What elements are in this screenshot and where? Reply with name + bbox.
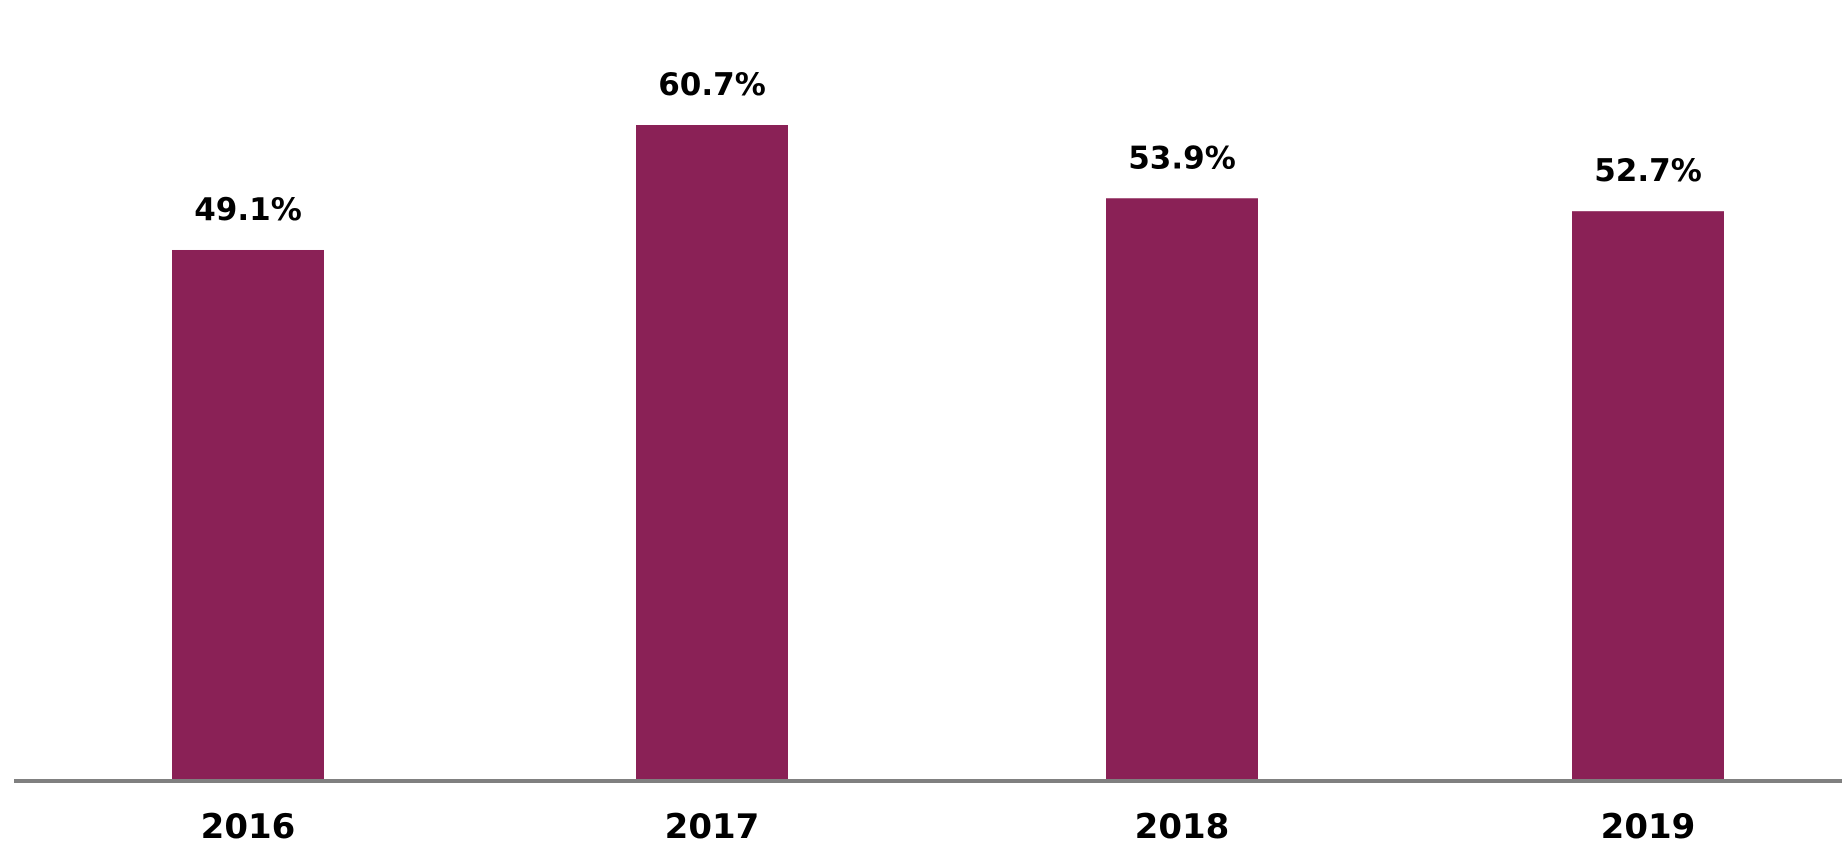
- x-tick-label-2017: 2017: [665, 807, 760, 844]
- bar-2018: [1106, 198, 1258, 779]
- data-label-2017: 60.7%: [658, 67, 766, 103]
- x-tick-label-2018: 2018: [1135, 807, 1230, 844]
- x-tick-labels-layer: 2016 2017 2018 2019: [201, 807, 1696, 844]
- data-label-2018: 53.9%: [1128, 140, 1236, 176]
- x-tick-label-2019: 2019: [1601, 807, 1696, 844]
- data-label-2016: 49.1%: [194, 192, 302, 228]
- bar-2019: [1572, 211, 1724, 779]
- bar-2017: [636, 125, 788, 779]
- data-labels-layer: 49.1% 60.7% 53.9% 52.7%: [194, 67, 1702, 228]
- bars-layer: [172, 125, 1724, 779]
- bar-2016: [172, 249, 324, 779]
- x-tick-label-2016: 2016: [201, 807, 296, 844]
- data-label-2019: 52.7%: [1594, 153, 1702, 189]
